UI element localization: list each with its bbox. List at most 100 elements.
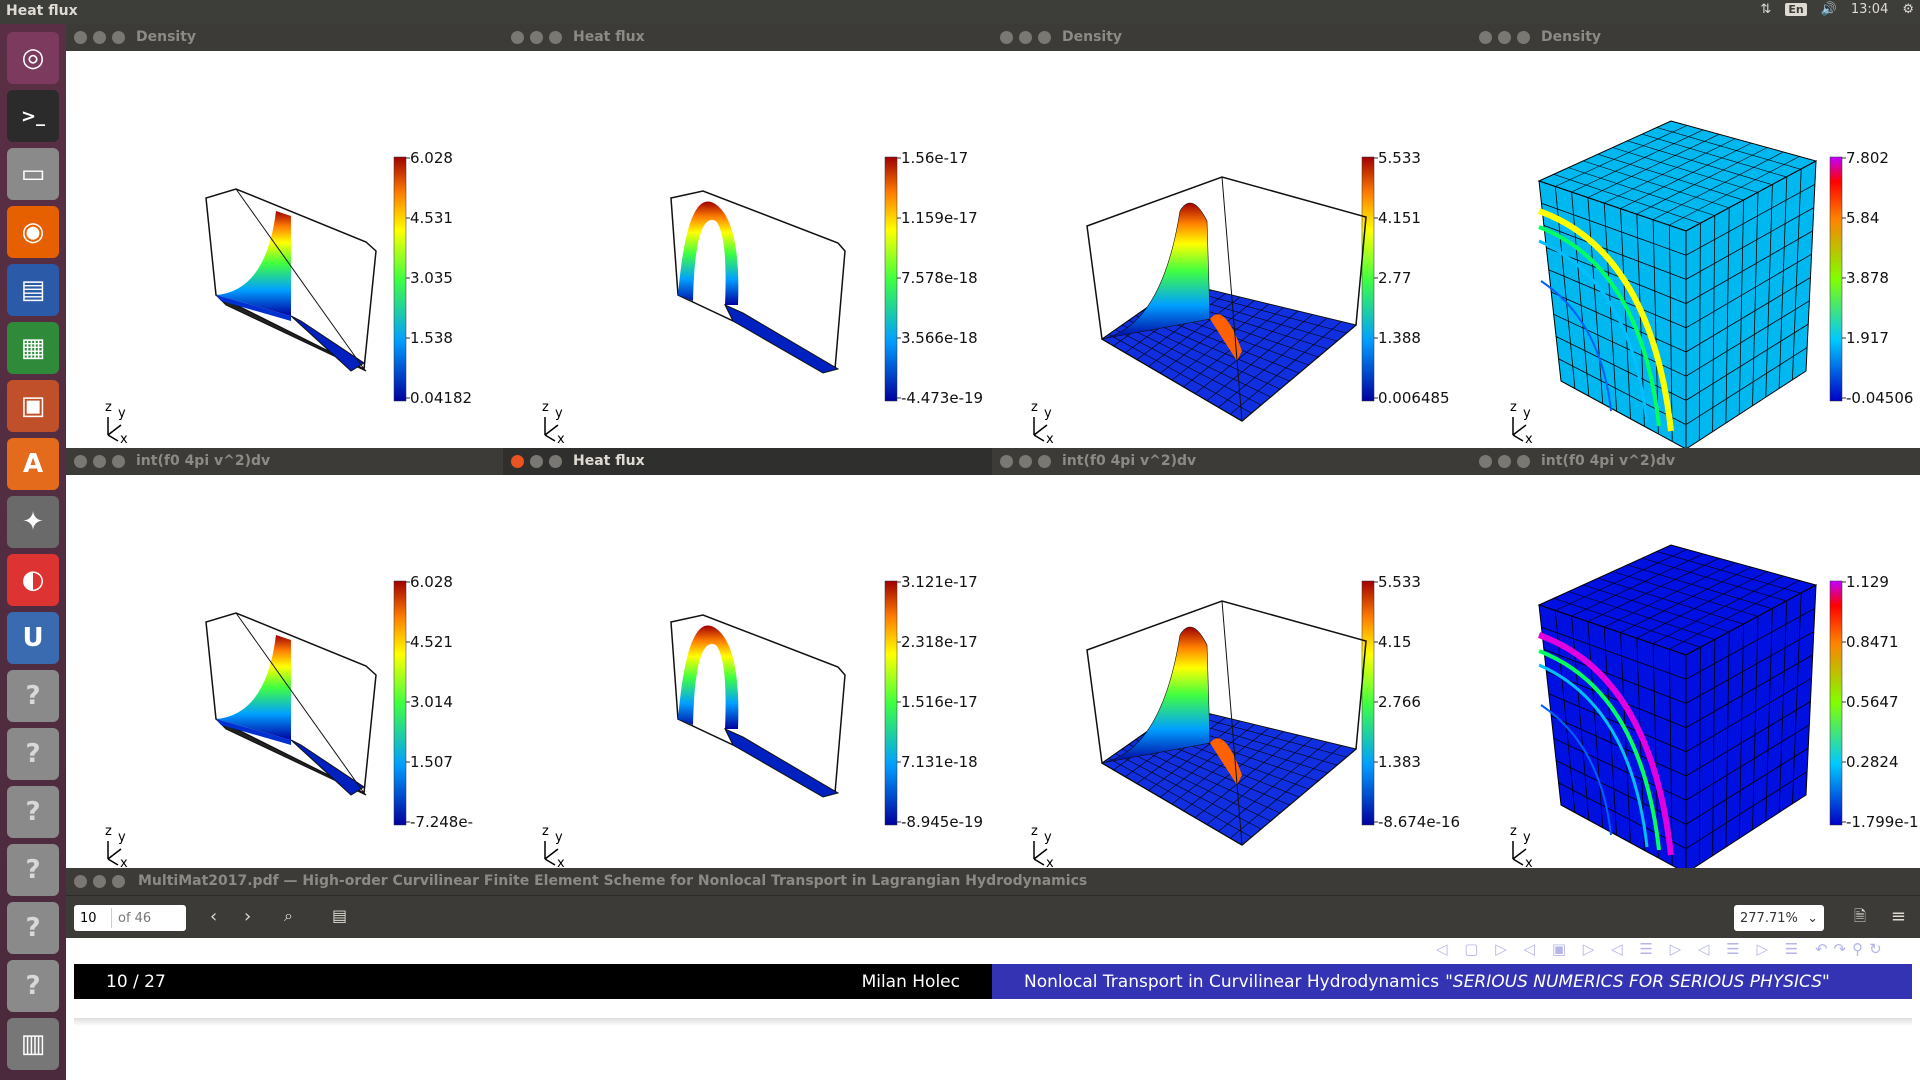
close-icon[interactable] — [1000, 31, 1013, 44]
minimize-icon[interactable] — [1498, 455, 1511, 468]
window-titlebar[interactable]: Density — [1471, 24, 1920, 51]
keyboard-layout-indicator[interactable]: En — [1785, 3, 1807, 16]
3d-plot — [1086, 600, 1367, 846]
minimize-icon[interactable] — [1498, 31, 1511, 44]
previous-page-icon[interactable]: ‹ — [210, 906, 218, 927]
window-title: Density — [1062, 29, 1123, 45]
terminal-icon[interactable]: >_ — [7, 90, 59, 142]
axis-label-y: y — [1523, 406, 1531, 421]
search-icon[interactable]: ⌕ — [284, 906, 293, 925]
window-title: Heat flux — [573, 29, 645, 45]
axis-label-x: x — [120, 432, 128, 447]
colorbar-tick-label: 4.15 — [1378, 633, 1411, 651]
minimize-icon[interactable] — [530, 31, 543, 44]
close-icon[interactable] — [511, 31, 524, 44]
window-titlebar[interactable]: int(f0 4pi v^2)dv — [992, 448, 1471, 475]
close-icon[interactable] — [1000, 455, 1013, 468]
colorbar-tick-label: 7.802 — [1846, 149, 1889, 167]
close-icon[interactable] — [74, 31, 87, 44]
gear-icon[interactable]: ⚙ — [1902, 2, 1914, 17]
unknown-app-icon[interactable]: ? — [7, 844, 59, 896]
maximize-icon[interactable] — [1038, 31, 1051, 44]
unknown-app-icon[interactable]: ? — [7, 786, 59, 838]
page-number-input[interactable] — [76, 908, 112, 928]
plot-canvas[interactable]: 7.802 5.84 3.878 1.917 -0.04506 z yx — [1471, 51, 1920, 448]
page-count: of 46 — [118, 910, 152, 926]
window-titlebar[interactable]: Density — [66, 24, 503, 51]
evince-icon[interactable]: ◐ — [7, 554, 59, 606]
colorbar-tick-label: 3.121e-17 — [901, 573, 978, 591]
minimize-icon[interactable] — [1019, 455, 1032, 468]
maximize-icon[interactable] — [1517, 455, 1530, 468]
colorbar-tick-label: 3.566e-18 — [901, 329, 978, 347]
plot-window[interactable]: int(f0 4pi v^2)dv 1.129 0.8471 0.5647 0.2824… — [1471, 448, 1920, 868]
system-settings-icon[interactable]: ✦ — [7, 496, 59, 548]
save-icon[interactable]: 🗎 — [1853, 907, 1866, 925]
axis-label-z: z — [1510, 400, 1517, 415]
next-page-icon[interactable]: › — [244, 906, 252, 927]
plot-canvas[interactable]: 6.028 4.531 3.035 1.538 0.04182 z yx — [66, 51, 503, 448]
window-titlebar[interactable]: int(f0 4pi v^2)dv — [66, 448, 503, 475]
close-icon[interactable] — [74, 455, 87, 468]
files-icon[interactable]: ▭ — [7, 148, 59, 200]
plot-canvas[interactable]: 5.533 4.151 2.77 1.388 0.006485 z yx — [992, 51, 1471, 448]
unknown-app-icon[interactable]: ? — [7, 670, 59, 722]
colorbar-tick-label: 0.2824 — [1846, 753, 1899, 771]
axis-label-y: y — [555, 830, 563, 845]
network-icon[interactable]: ⇅ — [1760, 2, 1772, 17]
maximize-icon[interactable] — [112, 31, 125, 44]
close-icon[interactable] — [74, 875, 87, 888]
minimize-icon[interactable] — [93, 875, 106, 888]
maximize-icon[interactable] — [549, 31, 562, 44]
plot-window[interactable]: Heat flux 3.121e-17 2.318e-17 1.516e-17 7.13… — [503, 448, 992, 868]
plot-window[interactable]: Density 6.028 4.531 3.035 1.538 0.04182 z y x — [66, 24, 503, 448]
maximize-icon[interactable] — [549, 455, 562, 468]
plot-canvas[interactable]: 1.129 0.8471 0.5647 0.2824 -1.799e-1 z yx — [1471, 475, 1920, 868]
unknown-app-icon[interactable]: ? — [7, 902, 59, 954]
calc-icon[interactable]: ▦ — [7, 322, 59, 374]
volume-icon[interactable]: 🔊 — [1820, 2, 1837, 17]
clock[interactable]: 13:04 — [1850, 2, 1889, 17]
minimize-icon[interactable] — [1019, 31, 1032, 44]
plot-window[interactable]: Density 5.533 4.151 2.77 1.388 0.006485 z y x — [992, 24, 1471, 448]
close-icon[interactable] — [1479, 31, 1492, 44]
plot-canvas[interactable]: 1.56e-17 1.159e-17 7.578e-18 3.566e-18 -4.47… — [503, 51, 992, 448]
minimize-icon[interactable] — [93, 31, 106, 44]
plot-canvas[interactable]: 3.121e-17 2.318e-17 1.516e-17 7.131e-18 -8.9… — [503, 475, 992, 868]
writer-icon[interactable]: ▤ — [7, 264, 59, 316]
ubuntu-dash-icon[interactable]: ◎ — [7, 32, 59, 84]
plot-window[interactable]: Heat flux 1.56e-17 1.159e-17 7.578e-18 3.566… — [503, 24, 992, 448]
close-icon[interactable] — [511, 455, 524, 468]
unknown-app-icon[interactable]: ? — [7, 728, 59, 780]
uget-icon[interactable]: U — [7, 612, 59, 664]
3d-plot — [1086, 176, 1367, 422]
window-titlebar[interactable]: Heat flux — [503, 448, 992, 475]
colorbar-tick-label: 5.84 — [1846, 209, 1879, 227]
plot-window[interactable]: Density 7.802 5.84 3.878 1.917 -0.04506 z y x — [1471, 24, 1920, 448]
maximize-icon[interactable] — [112, 455, 125, 468]
window-titlebar[interactable]: Density — [992, 24, 1471, 51]
plot-canvas[interactable]: 5.533 4.15 2.766 1.383 -8.674e-16 z yx — [992, 475, 1471, 868]
zoom-select[interactable]: 277.71% ⌄ — [1734, 905, 1824, 931]
window-title: int(f0 4pi v^2)dv — [136, 453, 271, 469]
beamer-navigation-icons[interactable]: ◁ ▢ ▷ ◁ ▣ ▷ ◁ ☰ ▷ ◁ ☰ ▷ ☰ ↶↷⚲↻ — [1436, 940, 1888, 958]
trash-icon[interactable]: ▥ — [7, 1018, 59, 1070]
software-center-icon[interactable]: A — [7, 438, 59, 490]
minimize-icon[interactable] — [93, 455, 106, 468]
window-titlebar[interactable]: int(f0 4pi v^2)dv — [1471, 448, 1920, 475]
firefox-icon[interactable]: ◉ — [7, 206, 59, 258]
menu-icon[interactable]: ≡ — [1890, 906, 1906, 927]
maximize-icon[interactable] — [1517, 31, 1530, 44]
window-titlebar[interactable]: Heat flux — [503, 24, 992, 51]
maximize-icon[interactable] — [112, 875, 125, 888]
plot-window[interactable]: int(f0 4pi v^2)dv 6.028 4.521 3.014 1.507 -7.… — [66, 448, 503, 868]
impress-icon[interactable]: ▣ — [7, 380, 59, 432]
close-icon[interactable] — [1479, 455, 1492, 468]
pdf-titlebar: MultiMat2017.pdf — High-order Curvilinea… — [66, 868, 1920, 895]
unknown-app-icon[interactable]: ? — [7, 960, 59, 1012]
maximize-icon[interactable] — [1038, 455, 1051, 468]
annotations-icon[interactable]: ▤ — [332, 906, 348, 925]
plot-canvas[interactable]: 6.028 4.521 3.014 1.507 -7.248e-z yx — [66, 475, 503, 868]
plot-window[interactable]: int(f0 4pi v^2)dv 5.533 4.15 2.766 1.383 -8.6… — [992, 448, 1471, 868]
minimize-icon[interactable] — [530, 455, 543, 468]
